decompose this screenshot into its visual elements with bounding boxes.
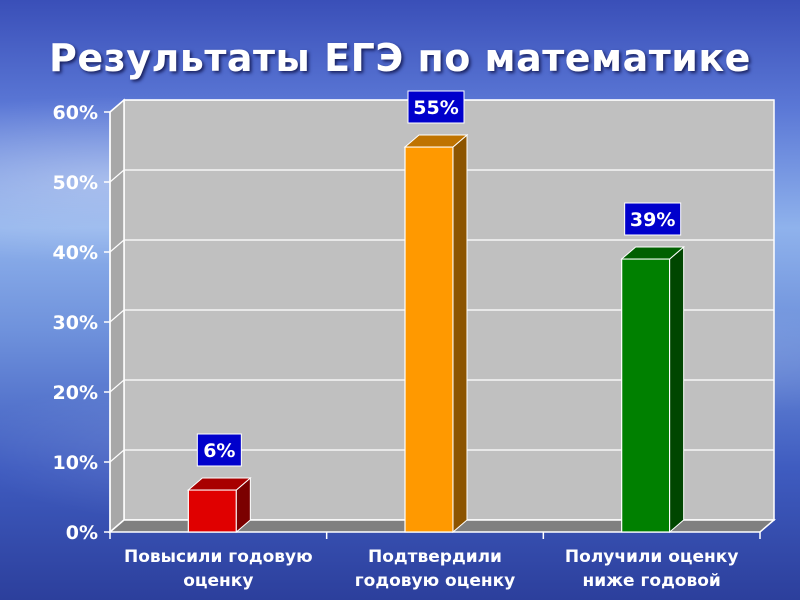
data-label: 6% <box>203 440 235 462</box>
gridline-side <box>109 169 125 183</box>
gridline-side <box>109 449 125 463</box>
gridline-side <box>109 309 125 323</box>
y-tick-label: 20% <box>53 382 98 404</box>
y-tick-label: 30% <box>53 312 98 334</box>
bar <box>187 489 237 533</box>
x-category-label: Подтвердили <box>368 547 502 567</box>
y-tick-label: 50% <box>53 172 98 194</box>
y-tick-label: 60% <box>53 102 98 124</box>
data-label-box <box>407 90 465 124</box>
x-category-label: Повысили годовую <box>124 547 313 567</box>
data-label: 39% <box>630 209 675 231</box>
y-tick-label: 40% <box>53 242 98 264</box>
bar-top <box>186 477 252 491</box>
bar <box>621 258 671 533</box>
x-category-label: оценку <box>183 571 253 591</box>
data-label-box <box>624 202 682 236</box>
bar-top <box>620 246 686 260</box>
x-category-label: Получили оценку <box>565 547 738 567</box>
gridline-side <box>109 239 125 253</box>
x-category-label: годовую оценку <box>355 571 515 591</box>
bar-top <box>403 134 469 148</box>
y-tick-label: 0% <box>66 522 98 544</box>
bar <box>404 146 454 533</box>
data-label-box <box>196 433 242 467</box>
gridline-side <box>109 99 125 113</box>
x-category-label: ниже годовой <box>582 571 720 591</box>
gridline-side <box>109 379 125 393</box>
bar-side <box>669 245 685 534</box>
data-label: 55% <box>413 97 458 119</box>
page-title: Результаты ЕГЭ по математике <box>49 36 751 80</box>
y-tick-label: 10% <box>53 452 98 474</box>
bar-side <box>452 133 468 534</box>
